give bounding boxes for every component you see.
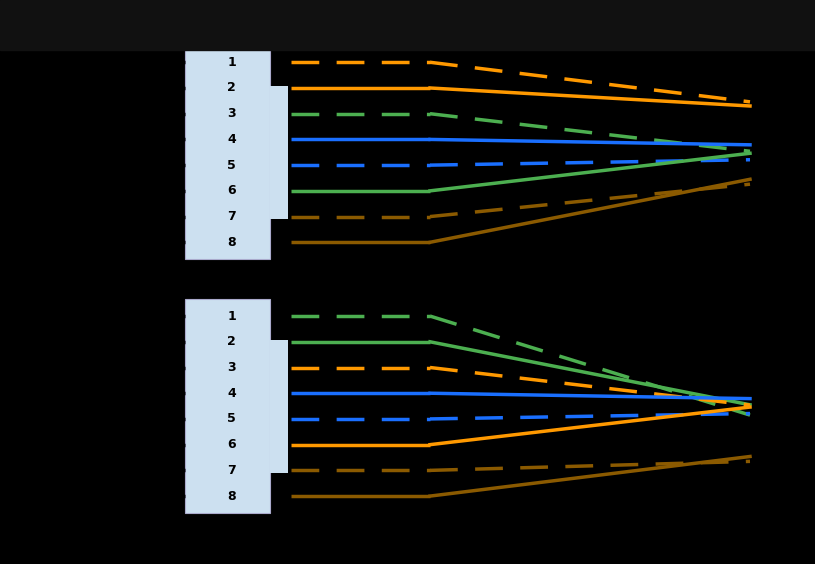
Bar [270,86,288,219]
Text: 6: 6 [227,184,236,197]
Text: 5: 5 [227,412,236,425]
Text: 5: 5 [227,158,236,171]
Bar [185,299,270,513]
Text: 7: 7 [227,210,236,223]
Text: 4: 4 [227,387,236,400]
Bar [185,45,270,259]
Text: 2: 2 [227,335,236,349]
Text: 2: 2 [227,81,236,95]
Bar [0,0,815,50]
Text: 1: 1 [227,310,236,323]
Text: 8: 8 [227,490,236,503]
Text: 6: 6 [227,438,236,451]
Text: 1: 1 [227,56,236,69]
Text: 7: 7 [227,464,236,477]
Text: 4: 4 [227,133,236,146]
Text: 3: 3 [227,107,236,120]
Bar [270,340,288,473]
Text: 8: 8 [227,236,236,249]
Text: 3: 3 [227,361,236,374]
